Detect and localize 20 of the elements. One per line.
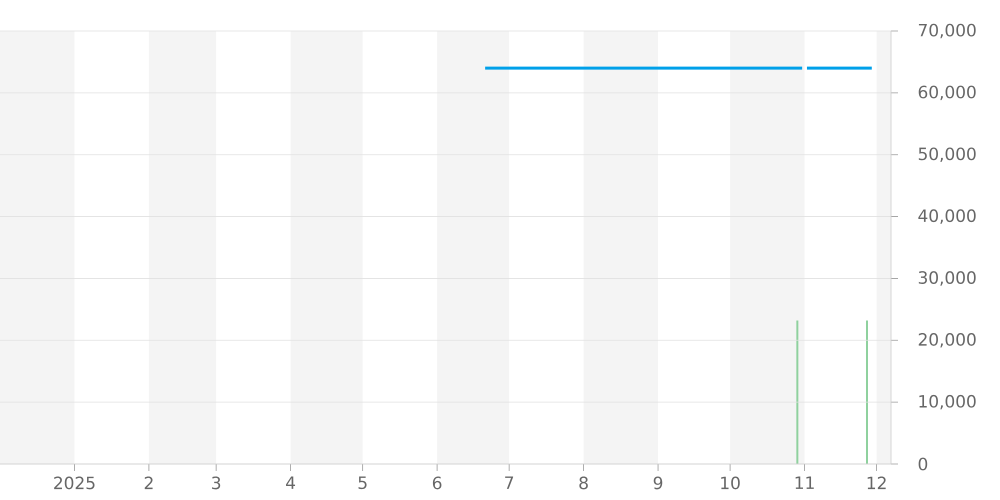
y-tick-label: 50,000 xyxy=(918,147,976,162)
x-tick-label: 9 xyxy=(654,476,662,490)
y-tick-label: 40,000 xyxy=(918,209,976,224)
x-tick-label: 2025 xyxy=(54,476,95,490)
x-tick-label: 10 xyxy=(721,476,740,490)
x-tick-label: 11 xyxy=(796,476,814,489)
x-tick-label: 5 xyxy=(358,476,367,490)
x-tick-label: 4 xyxy=(286,476,296,489)
y-tick-label: 30,000 xyxy=(918,271,976,286)
y-tick-label: 20,000 xyxy=(918,333,976,348)
x-tick-label: 2 xyxy=(144,476,153,490)
y-tick-label: 0 xyxy=(918,458,928,470)
x-tick-label: 6 xyxy=(432,476,442,490)
y-tick-label: 10,000 xyxy=(919,394,976,410)
y-tick-label: 60,000 xyxy=(918,86,976,100)
y-tick-label: 70,000 xyxy=(918,24,976,38)
x-tick-label: 12 xyxy=(868,476,886,490)
x-tick-label: 3 xyxy=(212,476,220,490)
x-tick-label: 8 xyxy=(579,476,588,490)
x-tick-label: 7 xyxy=(505,476,514,489)
